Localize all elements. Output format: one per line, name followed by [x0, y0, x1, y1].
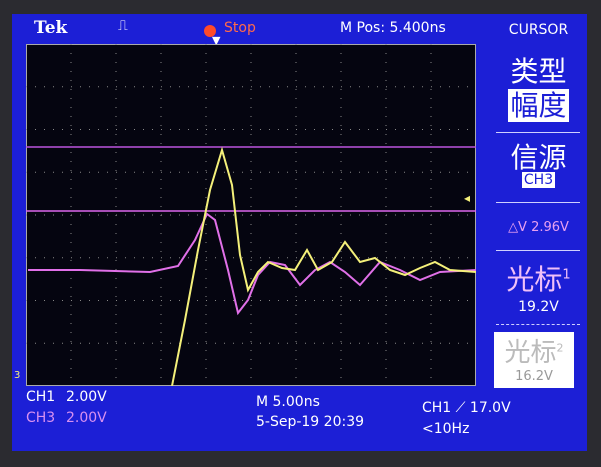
- menu-title: CURSOR: [508, 22, 569, 38]
- ch3-trace: [28, 212, 477, 316]
- ch1-trace: [171, 146, 477, 387]
- cursor2-index: 2: [556, 341, 564, 355]
- trigger-frequency: <10Hz: [422, 421, 470, 437]
- source-button[interactable]: CH3: [490, 172, 587, 188]
- waveform-graticule: [26, 44, 477, 387]
- cursor-type-value: 幅度: [508, 89, 569, 122]
- divider: [496, 324, 580, 325]
- cursor-type-label: 类型: [510, 55, 567, 88]
- divider: [496, 250, 580, 251]
- cursor1-index: 1: [562, 267, 571, 283]
- cursor2-value: 16.2V: [515, 369, 553, 384]
- cursor2-label: 光标: [504, 338, 557, 368]
- horizontal-position: M Pos: 5.400ns: [340, 20, 446, 36]
- acquisition-icon: ⎍: [118, 18, 128, 34]
- divider: [496, 132, 580, 133]
- datetime: 5-Sep-19 20:39: [256, 414, 365, 430]
- brand-logo: Tek: [34, 18, 68, 38]
- timebase: M 5.00ns: [256, 394, 320, 410]
- ch3-scale: 2.00V: [66, 410, 107, 426]
- delta-readout: △V 2.96V: [508, 220, 569, 235]
- trigger-level-marker: ◂: [464, 191, 471, 205]
- cursor1-value: 19.2V: [518, 299, 559, 315]
- ch1-label: CH1: [26, 389, 56, 405]
- graticule-svg: [26, 44, 477, 387]
- acquisition-state: Stop: [224, 20, 256, 36]
- trigger-setting: CH1 ⟋ 17.0V: [422, 400, 511, 416]
- cursor2-title: 光标2: [494, 332, 574, 369]
- divider: [496, 202, 580, 203]
- stop-icon: [204, 25, 216, 37]
- trigger-position-marker: ▼: [212, 34, 221, 47]
- cursor1-label: 光标: [506, 263, 563, 296]
- ch3-ground-marker: 3: [14, 370, 21, 381]
- source-value: CH3: [521, 172, 556, 188]
- ch3-label: CH3: [26, 410, 56, 426]
- oscilloscope-screen: Tek ⎍ Stop M Pos: 5.400ns ▼ 3 ◂ CH1 2.00…: [12, 14, 587, 451]
- cursor2-button[interactable]: 光标2 16.2V: [494, 332, 574, 388]
- cursor-menu: CURSOR 类型 幅度 信源 CH3 △V 2.96V 光标1 19.2V 光…: [490, 14, 587, 451]
- cursor-type-button[interactable]: 幅度: [490, 84, 587, 124]
- ch1-scale: 2.00V: [66, 389, 107, 405]
- source-label: 信源: [510, 141, 567, 174]
- cursor1-button[interactable]: 光标1: [490, 258, 587, 298]
